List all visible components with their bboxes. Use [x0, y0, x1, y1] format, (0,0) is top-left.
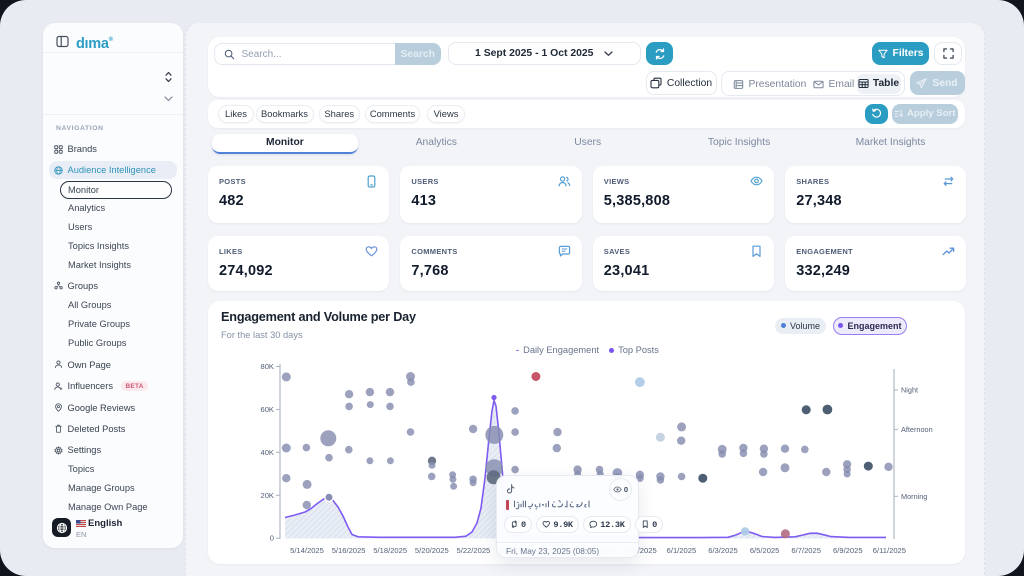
svg-text:6/11/2025: 6/11/2025	[873, 546, 906, 555]
svg-text:5/18/2025: 5/18/2025	[373, 546, 407, 555]
svg-text:0: 0	[270, 534, 274, 543]
svg-text:5/30/2025: 5/30/2025	[623, 546, 657, 555]
svg-text:6/1/2025: 6/1/2025	[667, 546, 697, 555]
svg-text:5/14/2025: 5/14/2025	[290, 546, 324, 555]
svg-text:Night: Night	[901, 386, 918, 395]
svg-text:6/9/2025: 6/9/2025	[833, 546, 863, 555]
svg-text:20K: 20K	[260, 491, 274, 500]
svg-text:6/5/2025: 6/5/2025	[750, 546, 780, 555]
svg-text:5/16/2025: 5/16/2025	[332, 546, 366, 555]
svg-text:80K: 80K	[260, 362, 274, 371]
svg-text:40K: 40K	[260, 448, 274, 457]
svg-text:5/20/2025: 5/20/2025	[415, 546, 449, 555]
svg-text:6/3/2025: 6/3/2025	[708, 546, 738, 555]
svg-text:Afternoon: Afternoon	[901, 425, 933, 434]
svg-text:6/7/2025: 6/7/2025	[791, 546, 821, 555]
svg-text:60K: 60K	[260, 405, 274, 414]
svg-text:5/22/2025: 5/22/2025	[457, 546, 491, 555]
svg-text:Morning: Morning	[901, 492, 927, 501]
